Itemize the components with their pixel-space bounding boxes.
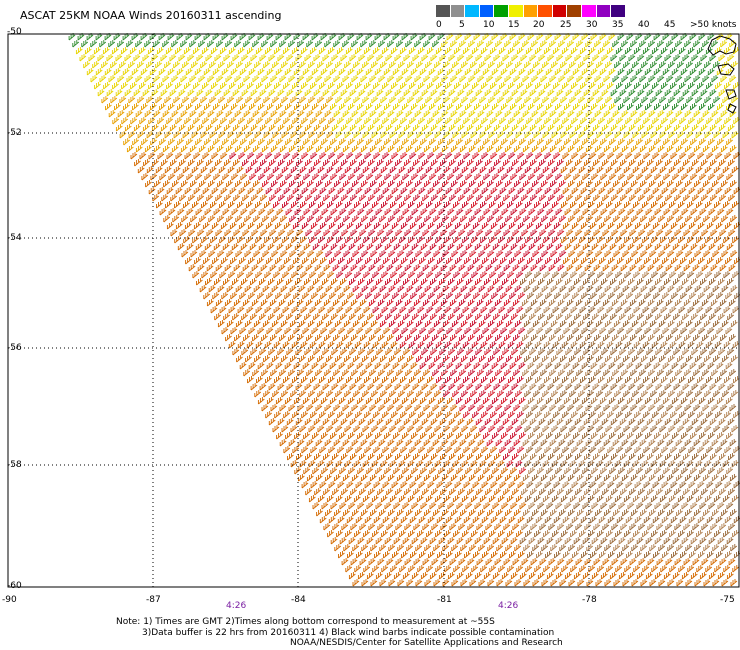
lon-label: -90 <box>2 595 17 605</box>
lon-label: -81 <box>437 595 452 605</box>
wind-speed-color-scale: 0 5 10 15 20 25 30 35 40 45 >50 knots <box>436 5 740 33</box>
wind-barbs-group <box>519 271 740 559</box>
color-swatch <box>581 5 597 17</box>
note-line-1: Note: 1) Times are GMT 2)Times along bot… <box>116 617 495 627</box>
color-scale-swatches <box>436 5 626 17</box>
color-swatch <box>596 5 612 17</box>
map-frame <box>7 33 740 588</box>
color-scale-label: 10 <box>483 20 495 30</box>
wind-barbs-group <box>520 271 740 559</box>
color-swatch <box>567 5 582 17</box>
color-swatch <box>611 5 626 17</box>
lat-label: -58 <box>7 460 22 470</box>
color-scale-label: 15 <box>508 20 520 30</box>
color-swatch <box>450 5 466 17</box>
color-swatch <box>465 5 480 17</box>
color-scale-label: 20 <box>533 20 545 30</box>
color-scale-label: 40 <box>638 20 650 30</box>
wind-barbs-group <box>229 152 567 468</box>
color-scale-label: 0 <box>436 20 442 30</box>
lat-label: -50 <box>7 27 22 37</box>
map-title: ASCAT 25KM NOAA Winds 20160311 ascending <box>20 9 282 22</box>
wind-barbs-group <box>238 152 567 475</box>
color-swatch <box>538 5 553 17</box>
wind-barbs-group <box>130 152 740 587</box>
lat-label: -52 <box>7 128 22 138</box>
lat-label: -60 <box>7 581 22 591</box>
lon-label: -75 <box>720 595 735 605</box>
color-scale-label: 35 <box>612 20 624 30</box>
time-label: 4:26 <box>498 601 519 611</box>
color-scale-label: 25 <box>560 20 572 30</box>
note-line-2: 3)Data buffer is 22 hrs from 20160311 4)… <box>142 627 555 638</box>
color-swatch <box>479 5 495 17</box>
color-swatch <box>494 5 509 17</box>
wind-barb-field <box>68 33 740 587</box>
graticule <box>8 34 739 587</box>
color-swatch <box>436 5 451 17</box>
color-swatch <box>552 5 568 17</box>
wind-barbs-group <box>75 33 740 139</box>
color-swatch <box>523 5 539 17</box>
color-scale-label: 45 <box>664 20 676 30</box>
lon-label: -78 <box>582 595 597 605</box>
lon-label: -84 <box>291 595 306 605</box>
time-label: 4:26 <box>226 601 247 611</box>
color-scale-label: >50 knots <box>690 20 737 30</box>
lat-label: -56 <box>7 343 22 353</box>
map-notes: Note: 1) Times are GMT 2)Times along bot… <box>116 617 563 649</box>
color-scale-label: 5 <box>459 20 465 30</box>
note-line-3: NOAA/NESDIS/Center for Satellite Applica… <box>290 638 563 648</box>
color-scale-label: 30 <box>586 20 598 30</box>
coastline-fragment <box>707 35 737 114</box>
lat-label: -54 <box>7 233 22 243</box>
color-swatch <box>508 5 524 17</box>
lon-label: -87 <box>146 595 161 605</box>
